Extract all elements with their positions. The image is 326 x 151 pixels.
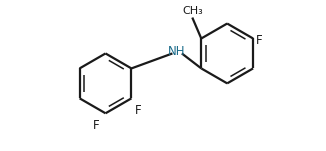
Text: CH₃: CH₃ xyxy=(182,6,203,16)
Text: F: F xyxy=(135,104,141,117)
Text: NH: NH xyxy=(168,45,185,58)
Text: F: F xyxy=(93,119,99,132)
Text: F: F xyxy=(256,34,263,47)
